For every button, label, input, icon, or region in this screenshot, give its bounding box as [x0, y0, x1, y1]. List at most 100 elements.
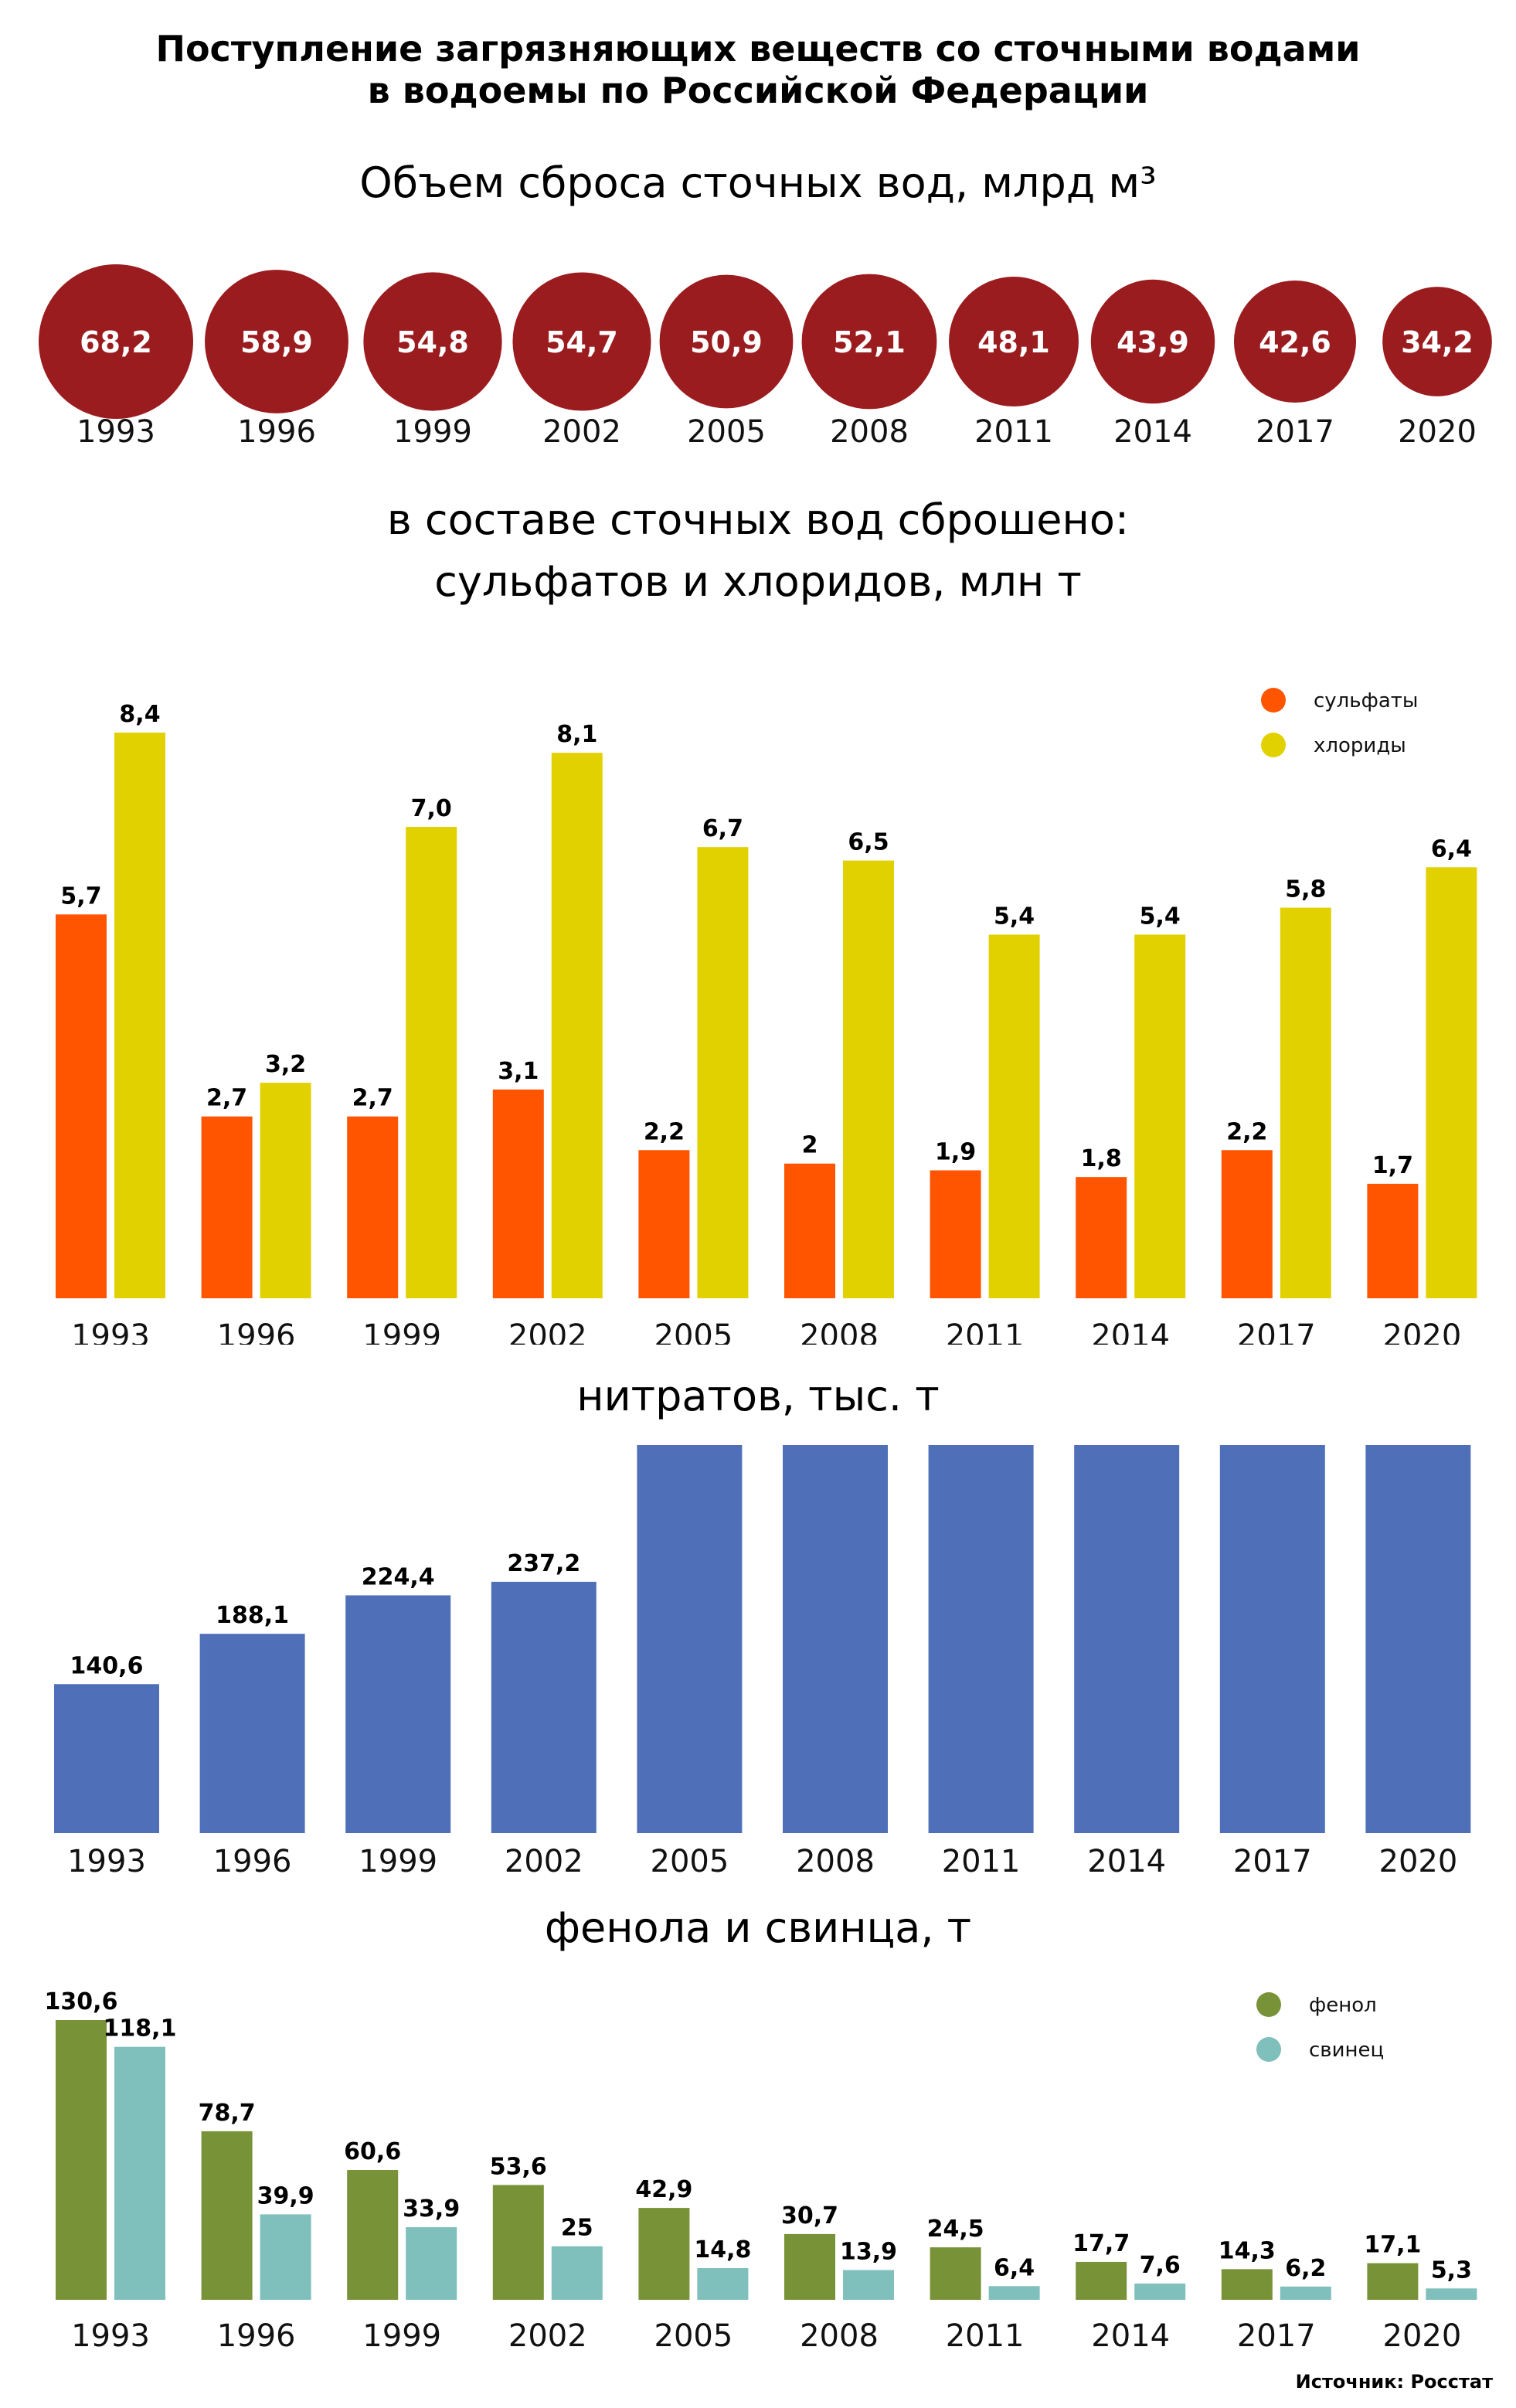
phenol-фенол-value-label-2014: 17,7: [1072, 2230, 1130, 2257]
nitrates-bar-value-label-1996: 188,1: [216, 1602, 289, 1629]
phenol-свинец-value-label-1996: 39,9: [257, 2182, 314, 2209]
volume-year-label-2020: 2020: [1398, 414, 1477, 450]
volume-bubble-2020: [1382, 287, 1492, 396]
phenol-фенол-bar-2014: [1076, 2261, 1127, 2300]
volume-bubble-2005: [659, 274, 794, 409]
phenol-свинец-value-label-1999: 33,9: [403, 2195, 460, 2223]
main-title-line1: Поступление загрязняющих веществ со сточ…: [155, 28, 1361, 70]
sulfates-хлориды-value-label-2017: 5,8: [1285, 876, 1326, 903]
nitrates-bar-bar-2005: [637, 1445, 743, 1833]
volume-title: Объем сброса сточных вод, млрд м³: [359, 158, 1157, 207]
nitrates-year-label-2005: 2005: [651, 1844, 729, 1878]
volume-value-label-2002: 54,7: [546, 325, 618, 359]
sulfates-legend-marker-сульфаты: [1261, 688, 1286, 713]
volume-value-label-2011: 48,1: [977, 325, 1050, 359]
phenol-фенол-bar-2008: [784, 2233, 835, 2300]
phenol-фенол-value-label-1993: 130,6: [45, 1988, 118, 2015]
volume-bubble-2008: [801, 274, 937, 410]
sulfates-legend-label-хлориды: хлориды: [1314, 734, 1406, 757]
sulfates-сульфаты-bar-2011: [930, 1170, 981, 1298]
phenol-title: фенола и свинца, т: [544, 1903, 972, 1952]
phenol-свинец-value-label-2011: 6,4: [994, 2254, 1035, 2281]
sulfates-сульфаты-bar-2020: [1367, 1183, 1419, 1298]
source-note: Источник: Росстат: [1295, 2371, 1493, 2393]
sulfates-year-label-2011: 2011: [946, 1318, 1025, 1345]
phenol-свинец-bar-2005: [697, 2267, 749, 2300]
volume-value-label-2014: 43,9: [1117, 325, 1189, 359]
sulfates-сульфаты-value-label-2020: 1,7: [1372, 1152, 1413, 1179]
phenol-year-label-2008: 2008: [800, 2318, 879, 2354]
nitrates-year-label-2002: 2002: [505, 1844, 583, 1878]
nitrates-year-label-2017: 2017: [1233, 1844, 1312, 1878]
phenol-свинец-bar-2014: [1134, 2283, 1186, 2300]
phenol-свинец-value-label-2002: 25: [561, 2215, 593, 2242]
phenol-фенол-bar-1993: [56, 2020, 107, 2300]
nitrates-year-label-2014: 2014: [1087, 1844, 1166, 1878]
phenol-фенол-value-label-1996: 78,7: [199, 2100, 256, 2127]
sulfates-хлориды-bar-1999: [406, 827, 457, 1298]
sulfates-year-label-2008: 2008: [800, 1318, 879, 1345]
nitrates-title: нитратов, тыс. т: [576, 1372, 940, 1420]
sulfates-year-label-1999: 1999: [362, 1318, 441, 1345]
phenol-свинец-value-label-2008: 13,9: [840, 2238, 897, 2265]
volume-value-label-2017: 42,6: [1259, 325, 1331, 359]
sulfates-сульфаты-value-label-2005: 2,2: [644, 1118, 685, 1145]
phenol-year-label-1999: 1999: [362, 2318, 441, 2354]
phenol-свинец-value-label-2014: 7,6: [1140, 2252, 1181, 2279]
sulfates-хлориды-value-label-2002: 8,1: [556, 721, 597, 748]
nitrates-year-label-1993: 1993: [67, 1844, 146, 1878]
phenol-year-label-2005: 2005: [654, 2318, 733, 2354]
sulfates-хлориды-value-label-1993: 8,4: [119, 701, 160, 728]
volume-year-label-1996: 1996: [237, 414, 316, 450]
volume-bubble-chart: 68,2 1993 58,9 1996 54,8 1999 54,7 2002 50,9 2005…: [39, 264, 1492, 450]
main-title: Поступление загрязняющих веществ со сточ…: [0, 28, 1516, 111]
sulfates-сульфаты-bar-2002: [492, 1089, 544, 1298]
sulfates-year-label-2002: 2002: [508, 1318, 587, 1345]
main-title-line2: в водоемы по Российской Федерации: [367, 70, 1149, 111]
phenol-свинец-bar-2002: [551, 2246, 603, 2300]
nitrates-year-label-2008: 2008: [796, 1844, 875, 1878]
sulfates-сульфаты-value-label-1993: 5,7: [60, 883, 101, 910]
nitrates-bar-chart: 140,61993188,11996224,41999237,22002374,…: [54, 1445, 1471, 1878]
phenol-свинец-value-label-2005: 14,8: [694, 2236, 751, 2263]
phenol-свинец-value-label-2020: 5,3: [1431, 2257, 1472, 2284]
volume-year-label-2014: 2014: [1113, 414, 1192, 450]
phenol-фенол-value-label-1999: 60,6: [344, 2138, 401, 2165]
phenol-свинец-bar-2017: [1280, 2286, 1331, 2300]
phenol-фенол-bar-1999: [347, 2170, 399, 2300]
volume-value-label-2020: 34,2: [1401, 325, 1474, 359]
phenol-свинец-bar-2011: [988, 2286, 1040, 2300]
sulfates-year-label-2017: 2017: [1237, 1318, 1316, 1345]
volume-value-label-2008: 52,1: [833, 325, 906, 359]
sulfates-title-line2: сульфатов и хлоридов, млн т: [434, 557, 1082, 606]
phenol-legend-marker-свинец: [1256, 2037, 1281, 2062]
phenol-фенол-value-label-2002: 53,6: [490, 2153, 547, 2180]
volume-value-label-1999: 54,8: [396, 325, 469, 359]
volume-value-label-2005: 50,9: [690, 325, 763, 359]
nitrates-bar-bar-2008: [783, 1445, 888, 1833]
phenol-legend-label-фенол: фенол: [1309, 1994, 1377, 2017]
volume-year-label-1993: 1993: [76, 414, 155, 450]
phenol-фенол-value-label-2005: 42,9: [635, 2176, 692, 2203]
sulfates-хлориды-bar-2005: [697, 847, 749, 1298]
sulfates-сульфаты-value-label-2011: 1,9: [935, 1138, 976, 1165]
sulfates-year-label-1996: 1996: [217, 1318, 296, 1345]
phenol-legend-label-свинец: свинец: [1309, 2039, 1384, 2062]
sulfates-сульфаты-value-label-2017: 2,2: [1226, 1118, 1267, 1145]
phenol-фенол-bar-2020: [1367, 2263, 1419, 2300]
phenol-фенол-value-label-2020: 17,1: [1364, 2232, 1421, 2259]
volume-year-label-2008: 2008: [830, 414, 909, 450]
phenol-legend-marker-фенол: [1256, 1992, 1281, 2017]
sulfates-сульфаты-bar-2014: [1076, 1177, 1127, 1298]
sulfates-year-label-2005: 2005: [654, 1318, 733, 1345]
volume-bubble-2002: [512, 272, 651, 411]
nitrates-bar-bar-2002: [491, 1581, 597, 1833]
sulfates-сульфаты-bar-1993: [56, 914, 107, 1298]
volume-bubble-1996: [205, 270, 348, 413]
sulfates-сульфаты-bar-1999: [347, 1116, 399, 1298]
nitrates-bar-bar-1993: [54, 1684, 159, 1833]
sulfates-хлориды-value-label-2014: 5,4: [1140, 903, 1181, 930]
sulfates-хлориды-value-label-2008: 6,5: [848, 829, 889, 856]
sulfates-сульфаты-value-label-2002: 3,1: [498, 1058, 539, 1085]
